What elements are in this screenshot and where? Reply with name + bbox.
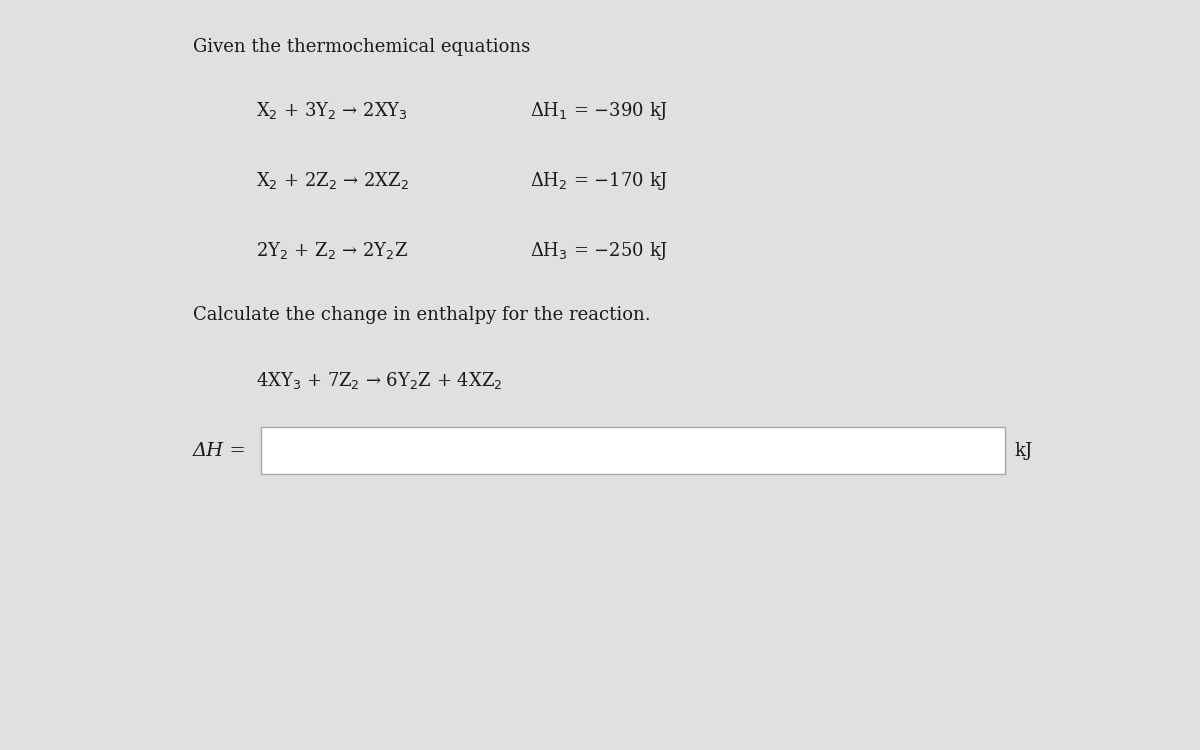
Text: ΔH$_3$ = −250 kJ: ΔH$_3$ = −250 kJ: [529, 240, 668, 262]
Text: ΔH =: ΔH =: [193, 442, 247, 460]
Text: Calculate the change in enthalpy for the reaction.: Calculate the change in enthalpy for the…: [193, 306, 650, 324]
Text: X$_2$ + 2Z$_2$ → 2XZ$_2$: X$_2$ + 2Z$_2$ → 2XZ$_2$: [257, 170, 409, 190]
Text: ΔH$_1$ = −390 kJ: ΔH$_1$ = −390 kJ: [529, 100, 668, 122]
Text: Given the thermochemical equations: Given the thermochemical equations: [193, 38, 530, 56]
Text: ΔH$_2$ = −170 kJ: ΔH$_2$ = −170 kJ: [529, 170, 668, 191]
Text: 4XY$_3$ + 7Z$_2$ → 6Y$_2$Z + 4XZ$_2$: 4XY$_3$ + 7Z$_2$ → 6Y$_2$Z + 4XZ$_2$: [257, 370, 503, 391]
Text: 2Y$_2$ + Z$_2$ → 2Y$_2$Z: 2Y$_2$ + Z$_2$ → 2Y$_2$Z: [257, 240, 409, 261]
Text: X$_2$ + 3Y$_2$ → 2XY$_3$: X$_2$ + 3Y$_2$ → 2XY$_3$: [257, 100, 408, 121]
Text: kJ: kJ: [1014, 442, 1032, 460]
Bar: [260, 427, 1006, 474]
